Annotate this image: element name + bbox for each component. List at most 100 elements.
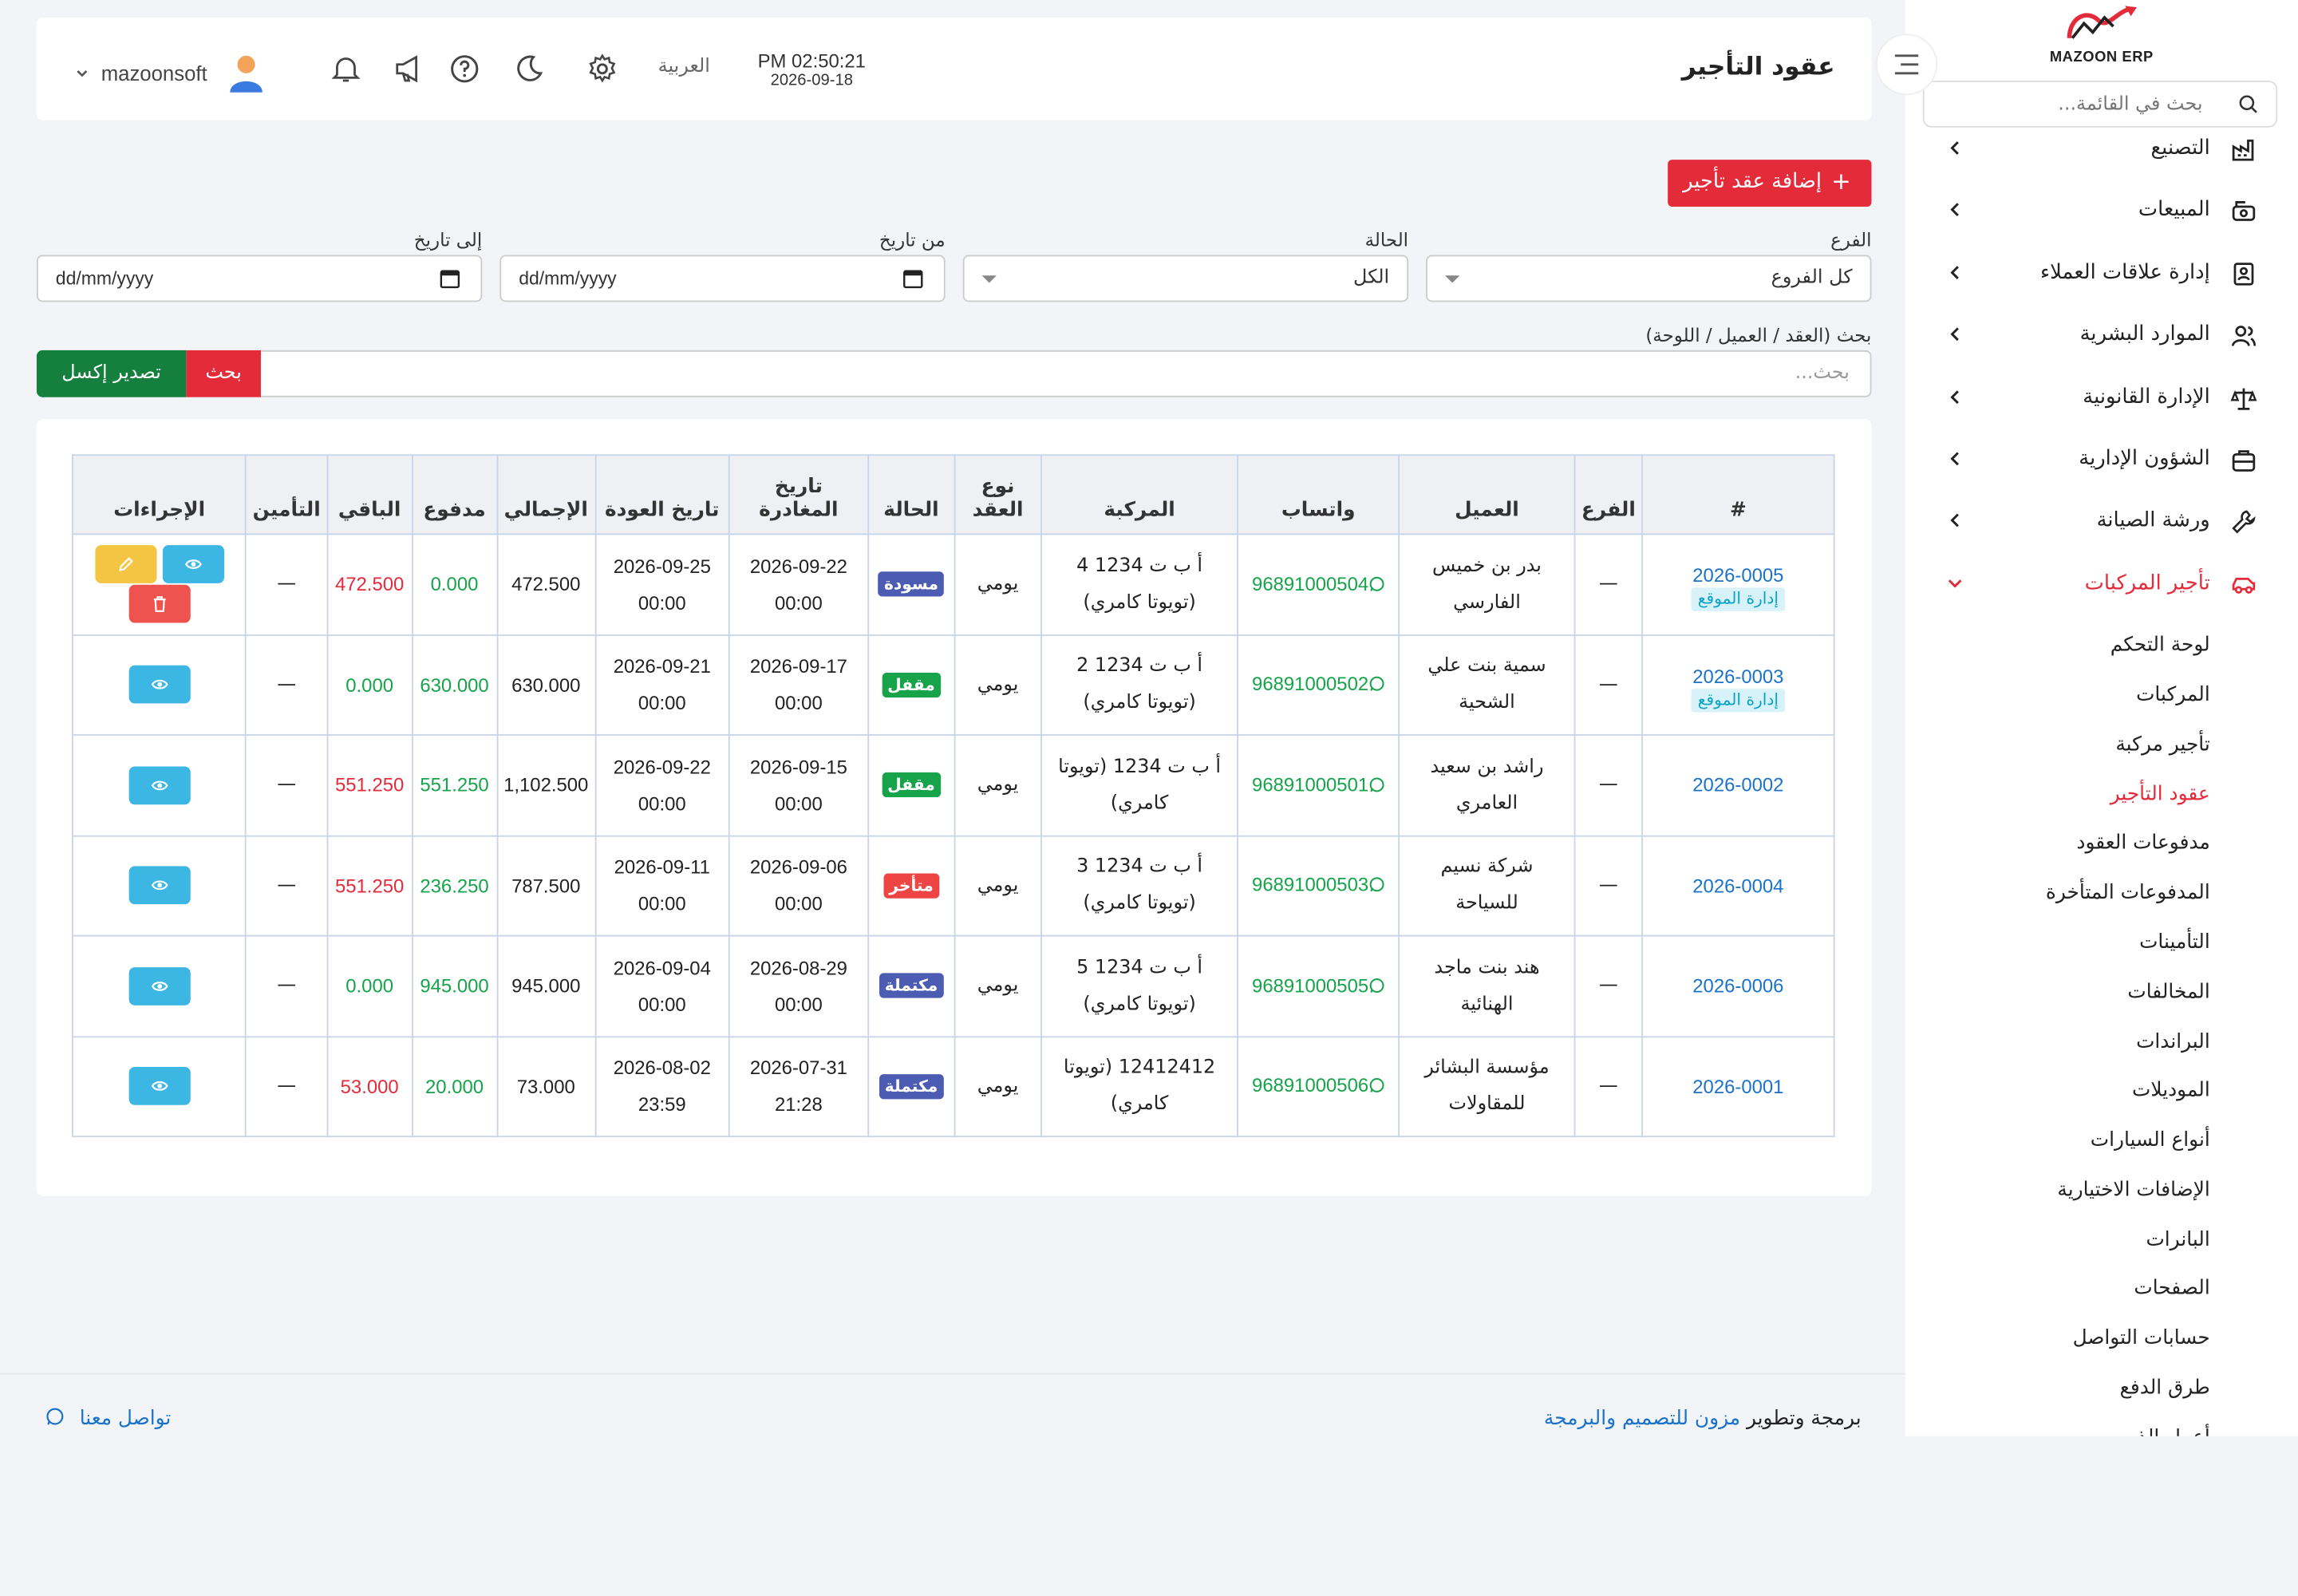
sidebar-item-vehicle-rental[interactable]: تأجير المركبات (1905, 554, 2298, 616)
submenu-item-label: عقود التأجير (2110, 781, 2210, 806)
trash-icon (153, 596, 166, 613)
user-menu[interactable]: mazoonsoft (75, 53, 266, 93)
view-button[interactable] (128, 866, 191, 905)
cell-contract-id: 2026-0005 إدارة الموقع (1641, 533, 1835, 636)
contract-id-link[interactable]: 2026-0003 (1692, 665, 1784, 687)
from-date-input[interactable]: dd/mm/yyyy (499, 255, 946, 302)
sidebar-toggle-button[interactable] (1877, 35, 1937, 94)
submenu-item[interactable]: طرق الدفع (1905, 1365, 2298, 1414)
column-header[interactable]: # (1641, 454, 1835, 535)
column-header[interactable]: العميل (1398, 454, 1576, 535)
delete-button[interactable] (128, 585, 191, 623)
whatsapp-link[interactable]: 96891000505 (1252, 974, 1384, 996)
footer-credit: برمجة وتطوير مزون للتصميم والبرمجة (1544, 1407, 1862, 1430)
submenu-item[interactable]: أنواع السيارات (1905, 1117, 2298, 1167)
add-contract-button[interactable]: + إضافة عقد تأجير (1668, 160, 1872, 207)
to-date-input[interactable]: dd/mm/yyyy (36, 255, 483, 302)
whatsapp-link[interactable]: 96891000506 (1252, 1075, 1384, 1096)
sidebar-item-hr[interactable]: الموارد البشرية (1905, 305, 2298, 367)
edit-button[interactable] (94, 545, 156, 584)
contract-id-link[interactable]: 2026-0001 (1692, 1075, 1784, 1098)
view-button[interactable] (128, 1067, 191, 1106)
submenu-item[interactable]: تأجير مركبة (1905, 721, 2298, 770)
submenu-item[interactable]: عقود التأجير (1905, 770, 2298, 820)
submenu-item[interactable]: حسابات التواصل (1905, 1315, 2298, 1365)
view-button[interactable] (128, 666, 191, 704)
brand-logo[interactable]: MAZOON ERP (2023, 3, 2181, 68)
contract-id-link[interactable]: 2026-0002 (1692, 774, 1784, 796)
whatsapp-link[interactable]: 96891000501 (1252, 773, 1384, 796)
search-button[interactable]: بحث (186, 350, 261, 397)
view-button[interactable] (128, 766, 191, 804)
contract-id-link[interactable]: 2026-0006 (1692, 974, 1784, 998)
sidebar-search[interactable] (1922, 81, 2278, 128)
submenu-item[interactable]: الإضافات الاختيارية (1905, 1167, 2298, 1216)
column-header[interactable]: تاريخ المغادرة (728, 454, 869, 535)
cell-whatsapp: 96891000501 (1237, 734, 1400, 836)
column-header[interactable]: مدفوع (411, 454, 498, 535)
export-excel-button[interactable]: تصدير إكسل (36, 350, 187, 397)
sidebar-item-label: التصنيع (2150, 136, 2210, 160)
column-header[interactable]: الحالة (867, 454, 955, 535)
calendar-icon[interactable] (440, 268, 460, 289)
moon-icon[interactable] (513, 53, 545, 85)
submenu-item[interactable]: البانرات (1905, 1216, 2298, 1266)
contact-link[interactable]: تواصل معنا (45, 1407, 171, 1430)
whatsapp-link[interactable]: 96891000502 (1252, 673, 1384, 695)
submenu-item[interactable]: المدفوعات المتأخرة (1905, 869, 2298, 918)
caret-down-icon (981, 275, 997, 283)
search-input[interactable]: بحث... (259, 350, 1872, 397)
contract-id-link[interactable]: 2026-0004 (1692, 874, 1784, 897)
sidebar-item-sales[interactable]: المبيعات (1905, 181, 2298, 243)
submenu-item[interactable]: أعمار الذمم (1905, 1414, 2298, 1436)
column-header[interactable]: المركبة (1040, 454, 1238, 535)
column-header[interactable]: الباقي (326, 454, 413, 535)
submenu-item[interactable]: الصفحات (1905, 1266, 2298, 1315)
column-header[interactable]: واتساب (1237, 454, 1400, 535)
help-icon[interactable] (448, 53, 480, 85)
chevron-left-icon (1950, 265, 1959, 279)
column-header[interactable]: نوع العقد (954, 454, 1043, 535)
sidebar-item-manufacturing[interactable]: التصنيع (1905, 119, 2298, 181)
sidebar-item-legal[interactable]: الإدارة القانونية (1905, 367, 2298, 429)
whatsapp-link[interactable]: 96891000503 (1252, 874, 1384, 896)
submenu-item[interactable]: مدفوعات العقود (1905, 820, 2298, 869)
submenu-item[interactable]: لوحة التحكم (1905, 622, 2298, 671)
chevron-left-icon (1950, 514, 1959, 527)
cell-branch: — (1573, 834, 1644, 937)
status-select[interactable]: الكل (962, 255, 1409, 302)
sidebar-search-input[interactable] (1950, 92, 2206, 117)
column-header[interactable]: الإجمالي (496, 454, 596, 535)
column-header[interactable]: التأمين (245, 454, 328, 535)
view-button[interactable] (162, 545, 224, 584)
calendar-icon[interactable] (902, 268, 923, 289)
status-label: الحالة (1364, 228, 1409, 251)
language-switch[interactable]: العربية (657, 55, 710, 78)
whatsapp-link[interactable]: 96891000504 (1252, 573, 1384, 595)
column-header[interactable]: تاريخ العودة (594, 454, 730, 535)
sidebar-item-crm[interactable]: إدارة علاقات العملاء (1905, 243, 2298, 305)
submenu-item[interactable]: المخالفات (1905, 968, 2298, 1017)
gear-icon[interactable] (586, 53, 618, 85)
status-badge: مكتملة (879, 1073, 944, 1099)
bell-icon[interactable] (330, 53, 361, 85)
submenu-item[interactable]: التأمينات (1905, 918, 2298, 968)
sidebar-item-workshop[interactable]: ورشة الصيانة (1905, 492, 2298, 554)
footer-company-link[interactable]: مزون للتصميم والبرمجة (1543, 1407, 1741, 1431)
contract-id-link[interactable]: 2026-0005 (1692, 564, 1784, 587)
megaphone-icon[interactable] (393, 53, 424, 85)
column-header[interactable]: الفرع (1573, 454, 1644, 535)
branch-select[interactable]: كل الفروع (1426, 255, 1872, 302)
submenu-item[interactable]: الموديلات (1905, 1068, 2298, 1117)
chevron-left-icon (1950, 141, 1959, 155)
return-date: 2026-09-25 00:00 (613, 555, 711, 614)
branch-value: كل الفروع (1771, 267, 1853, 289)
submenu-item[interactable]: البراندات (1905, 1017, 2298, 1067)
return-date: 2026-09-11 00:00 (614, 855, 710, 915)
cell-status: مقفل (867, 634, 955, 736)
cell-return-date: 2026-09-21 00:00 (594, 634, 730, 736)
submenu-item[interactable]: المركبات (1905, 671, 2298, 721)
column-header[interactable]: الإجراءات (71, 454, 247, 535)
view-button[interactable] (128, 966, 191, 1005)
sidebar-item-admin[interactable]: الشؤون الإدارية (1905, 429, 2298, 492)
